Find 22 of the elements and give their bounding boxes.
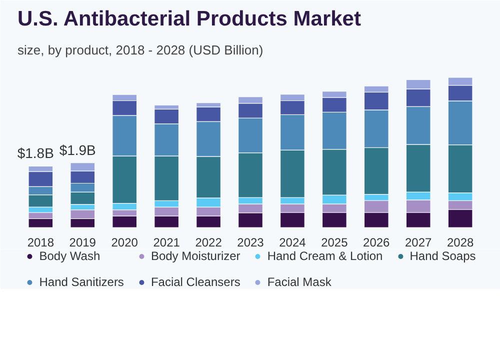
chart-title: U.S. Antibacterial Products Market <box>18 8 361 30</box>
x-tick-label: 2018 <box>27 236 54 250</box>
legend-label: Body Wash <box>39 249 100 263</box>
annotation: $1.9B <box>59 142 96 158</box>
legend-label: Hand Soaps <box>410 249 476 263</box>
x-tick-label: 2020 <box>111 236 138 250</box>
x-tick-label: 2022 <box>195 236 222 250</box>
x-tick-label: 2019 <box>69 236 96 250</box>
legend-label: Facial Mask <box>267 275 332 289</box>
chart-subtitle: size, by product, 2018 - 2028 (USD Billion) <box>18 42 264 58</box>
x-tick-label: 2026 <box>363 236 390 250</box>
x-tick-label: 2023 <box>237 236 264 250</box>
annotation: $1.8B <box>17 145 54 162</box>
legend-label: Hand Sanitizers <box>39 275 124 289</box>
x-tick-label: 2028 <box>446 236 474 250</box>
x-tick-label: 2021 <box>153 236 180 250</box>
x-tick-label: 2024 <box>279 236 306 250</box>
legend-label: Body Moisturizer <box>150 249 240 263</box>
x-tick-label: 2025 <box>321 236 348 250</box>
x-tick-label: 2027 <box>405 236 432 250</box>
legend-label: Facial Cleansers <box>150 275 240 289</box>
legend-label: Hand Cream & Lotion <box>267 249 383 263</box>
